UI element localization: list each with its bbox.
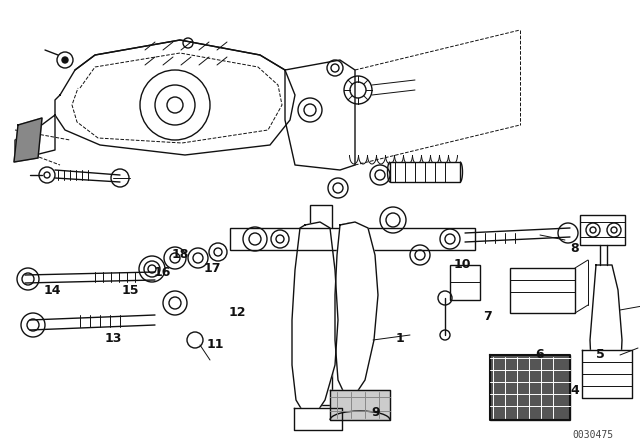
Text: 18: 18 — [172, 249, 189, 262]
Polygon shape — [294, 408, 342, 430]
Bar — [310, 205, 332, 405]
Bar — [390, 162, 460, 182]
Text: 1: 1 — [396, 332, 404, 345]
Text: 13: 13 — [104, 332, 122, 345]
Bar — [450, 265, 480, 300]
Polygon shape — [14, 118, 42, 162]
Circle shape — [187, 332, 203, 348]
Polygon shape — [55, 40, 295, 155]
Bar — [580, 215, 625, 245]
Polygon shape — [285, 60, 355, 170]
Text: 4: 4 — [571, 383, 579, 396]
Polygon shape — [590, 265, 622, 395]
Polygon shape — [330, 390, 390, 420]
Text: 17: 17 — [204, 262, 221, 275]
Text: 9: 9 — [372, 405, 380, 418]
Polygon shape — [490, 355, 570, 420]
Text: 10: 10 — [453, 258, 471, 271]
Text: 0030475: 0030475 — [572, 430, 613, 440]
Text: 8: 8 — [571, 241, 579, 254]
Polygon shape — [292, 222, 338, 415]
Polygon shape — [582, 350, 632, 398]
Text: 6: 6 — [536, 349, 544, 362]
Text: 12: 12 — [228, 306, 246, 319]
Text: 14: 14 — [44, 284, 61, 297]
Text: 5: 5 — [596, 349, 604, 362]
Circle shape — [62, 57, 68, 63]
Polygon shape — [15, 115, 55, 160]
Bar — [230, 228, 475, 250]
Polygon shape — [335, 222, 378, 395]
Polygon shape — [340, 223, 370, 370]
Text: 15: 15 — [121, 284, 139, 297]
Circle shape — [167, 97, 183, 113]
Text: 16: 16 — [154, 266, 171, 279]
Text: 11: 11 — [206, 339, 224, 352]
Bar — [510, 268, 575, 313]
Text: 7: 7 — [484, 310, 492, 323]
